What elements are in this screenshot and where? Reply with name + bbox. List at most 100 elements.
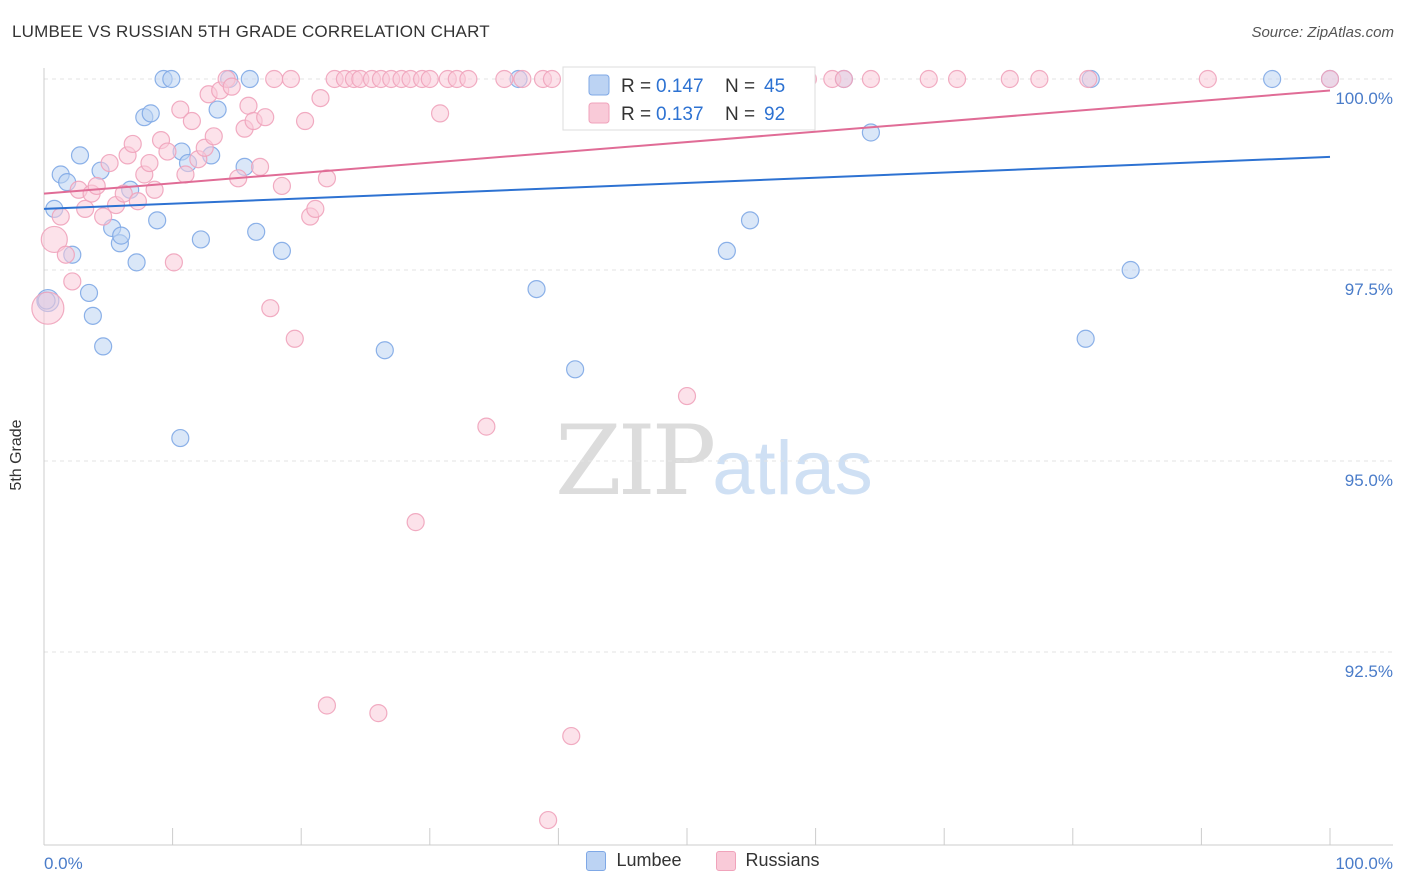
y-tick-label: 97.5% — [1345, 280, 1393, 299]
russians-point — [513, 69, 532, 89]
russians-point — [562, 726, 581, 746]
lumbee-point — [162, 69, 181, 89]
bottom-legend-lumbee-swatch — [586, 850, 607, 871]
russians-point — [420, 69, 439, 89]
russians-point — [1079, 69, 1098, 89]
x-tick-label: 100.0% — [1335, 854, 1393, 873]
russians-point — [539, 810, 558, 830]
russians-point — [919, 69, 938, 89]
lumbee-point — [83, 306, 102, 325]
bottom-legend-lumbee: Lumbee — [586, 850, 682, 871]
russians-point — [123, 134, 142, 154]
lumbee-point — [94, 337, 113, 356]
russians-point — [128, 192, 147, 211]
russians-point — [861, 69, 880, 89]
lumbee-point — [375, 341, 394, 360]
lumbee-point — [717, 241, 736, 260]
y-tick-label: 95.0% — [1345, 471, 1393, 490]
lumbee-point — [148, 211, 167, 230]
russians-point — [51, 207, 70, 226]
legend-russians-r-label: R = — [621, 104, 651, 125]
data-points — [31, 69, 1340, 830]
russians-point — [311, 88, 330, 108]
russians-point — [56, 245, 75, 264]
lumbee-point — [171, 428, 190, 448]
lumbee-point — [1263, 69, 1282, 89]
russians-point — [1198, 69, 1217, 89]
trend-lines — [43, 89, 1331, 210]
russians-point — [94, 207, 113, 226]
russians-point — [1000, 69, 1019, 89]
russians-point — [459, 69, 478, 89]
lumbee-point — [191, 230, 210, 249]
russians-point — [204, 127, 223, 146]
lumbee-point — [272, 241, 292, 260]
russians-point — [265, 69, 284, 89]
x-tick-label: 0.0% — [44, 854, 83, 873]
bottom-legend-russians-swatch — [715, 850, 736, 871]
russians-point — [495, 69, 514, 89]
russians-point — [285, 329, 304, 348]
chart-title: LUMBEE VS RUSSIAN 5TH GRADE CORRELATION … — [12, 22, 490, 41]
legend-russians-n-label: N = — [725, 104, 755, 125]
russians-point — [834, 69, 853, 89]
lumbee-point — [141, 104, 160, 123]
lumbee-point — [527, 280, 546, 299]
legend-lumbee-swatch — [588, 74, 610, 96]
russians-point — [295, 111, 315, 131]
bottom-legend: Lumbee Russians — [0, 850, 1406, 871]
y-tick-label: 100.0% — [1335, 89, 1393, 108]
legend-lumbee-r-label: R = — [621, 76, 651, 97]
russians-point — [369, 704, 388, 723]
legend-lumbee-n-label: N = — [725, 76, 755, 97]
legend-russians-n-value: 92 — [764, 104, 785, 125]
russians-point — [63, 272, 82, 291]
y-tick-label: 92.5% — [1345, 662, 1393, 681]
russians-point — [272, 176, 292, 196]
russians-point — [171, 100, 190, 119]
legend-lumbee-r-value: 0.147 — [656, 76, 704, 97]
bottom-legend-russians-label: Russians — [745, 850, 820, 870]
russians-point — [114, 184, 133, 203]
bottom-legend-lumbee-label: Lumbee — [616, 850, 682, 870]
russians-point — [250, 157, 270, 176]
lumbee-point — [79, 283, 99, 303]
russians-point — [164, 253, 183, 272]
lumbee-point — [247, 222, 266, 241]
lumbee-point — [208, 100, 227, 119]
lumbee-point — [112, 226, 131, 245]
source-label: Source: ZipAtlas.com — [1251, 24, 1394, 41]
lumbee-trend-line — [43, 155, 1331, 210]
lumbee-point — [740, 211, 760, 230]
russians-point — [947, 69, 967, 89]
axes: 100.0% 97.5% 95.0% 92.5% 0.0% 100.0% — [43, 68, 1393, 873]
russians-point — [1320, 69, 1340, 89]
russians-point — [76, 199, 95, 218]
lumbee-point — [70, 146, 90, 165]
russians-point — [281, 69, 301, 89]
russians-point — [256, 108, 275, 127]
lumbee-point — [1121, 260, 1140, 280]
russians-point — [677, 386, 697, 406]
russians-point — [261, 299, 280, 318]
watermark-atlas: atlas — [712, 426, 873, 511]
russians-point — [176, 165, 195, 184]
lumbee-point — [1076, 329, 1095, 348]
russians-point — [477, 417, 496, 436]
russians-point — [40, 225, 68, 254]
russians-point — [140, 153, 159, 173]
russians-point — [406, 513, 425, 532]
russians-point — [222, 77, 241, 96]
russians-point — [31, 291, 65, 325]
legend-russians-swatch — [588, 102, 610, 124]
russians-point — [1030, 69, 1049, 89]
bottom-legend-russians: Russians — [715, 850, 820, 871]
legend: R = 0.147 N = 45 R = 0.137 N = 92 — [562, 66, 816, 131]
russians-trend-line — [43, 89, 1331, 195]
russians-point — [239, 96, 258, 115]
russians-point — [317, 169, 337, 188]
russians-point — [542, 69, 562, 89]
legend-russians-r-value: 0.137 — [656, 104, 704, 125]
russians-point — [87, 176, 106, 196]
